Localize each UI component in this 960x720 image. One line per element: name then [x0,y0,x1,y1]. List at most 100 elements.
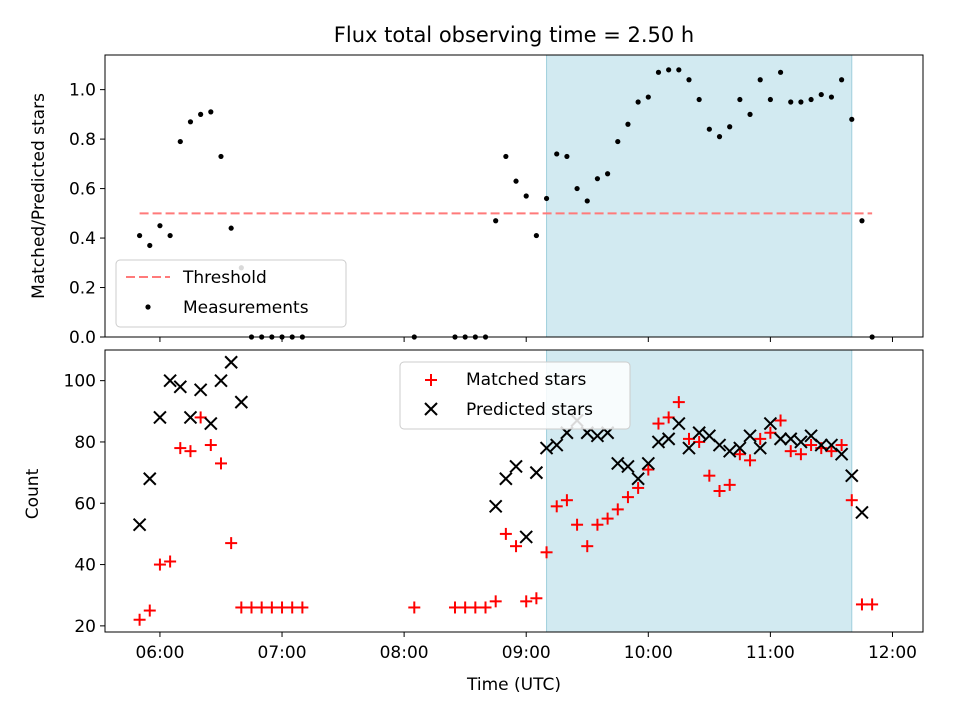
top-legend: Threshold Measurements [115,259,347,328]
bottom-y-tick-label: 40 [74,556,96,576]
measurement-point [767,96,773,103]
predicted-star-point [499,472,513,486]
matched-star-point [286,601,299,614]
x-tick-label: 12:00 [868,643,917,663]
predicted-star-point [753,441,767,455]
matched-star-point [560,494,573,507]
legend-measurements-swatch [145,304,151,310]
bottom-panel: 20 40 60 80 100 06:00 07:00 08:00 09:00 10:00 11:… [23,349,924,695]
matched-star-point [245,601,258,614]
chart-title: Flux total observing time = 2.50 h [334,23,694,47]
predicted-star-point [733,441,747,455]
predicted-star-point [214,373,228,388]
matched-star-point [469,601,482,614]
measurement-point [676,67,682,73]
predicted-star-point [234,395,249,409]
predicted-star-point [855,505,869,520]
top-y-tick-label: 0.4 [69,229,96,249]
predicted-star-point [132,518,147,532]
x-tick-label: 07:00 [258,643,307,663]
bottom-y-tick-label: 20 [74,617,96,637]
matched-star-point [744,454,757,467]
matched-star-point [194,411,207,424]
measurement-point [177,138,183,145]
matched-star-point [408,601,421,614]
matched-star-point [764,426,777,439]
measurement-point [798,99,804,105]
matched-star-point [235,601,248,614]
predicted-star-point [794,435,808,449]
matched-star-point [774,414,787,427]
bottom-y-axis-label: Count [23,468,43,519]
top-y-tick-label: 1.0 [69,81,96,101]
measurement-point [208,109,214,115]
measurement-point [615,138,621,145]
matched-star-point [672,396,685,409]
x-axis-label: Time (UTC) [466,675,561,695]
matched-star-point [642,463,655,476]
predicted-star-point [651,435,666,449]
measurement-point [696,96,702,103]
measurement-point [788,99,794,105]
matched-star-point [632,481,645,494]
legend-predicted-label: Predicted stars [466,400,593,420]
predicted-star-point [641,456,656,471]
measurement-point [839,77,845,83]
measurement-point [666,67,672,73]
predicted-star-point [539,441,554,455]
predicted-star-point [611,456,625,471]
x-tick-label: 10:00 [624,643,673,663]
predicted-star-point [183,410,198,425]
measurement-point [523,193,529,199]
matched-star-point [662,411,675,424]
predicted-star-point [529,465,544,480]
measurement-point [533,232,539,239]
top-y-tick-label: 0.2 [69,279,96,299]
measurement-point [564,153,570,160]
matched-star-point [591,518,604,531]
matched-star-point [225,537,238,550]
matched-star-point [133,613,146,626]
matched-star-point [448,601,461,614]
matched-star-point [530,592,543,605]
measurement-point [757,77,763,83]
predicted-star-point [845,468,859,483]
x-tick-label: 09:00 [502,643,551,663]
matched-star-point [805,439,818,452]
predicted-star-point [204,416,218,431]
measurement-point [605,171,611,177]
matched-star-point [550,500,563,513]
measurement-point [737,96,743,103]
predicted-star-point [224,355,238,369]
predicted-star-point [661,432,676,446]
bottom-legend: Matched stars Predicted stars [399,361,631,430]
matched-star-point [784,445,797,458]
measurement-point [228,225,234,231]
measurement-point [147,242,153,249]
measurement-point [187,119,194,125]
predicted-star-point [621,459,635,474]
x-tick-label: 11:00 [746,643,795,663]
matched-star-point [581,540,594,553]
predicted-star-point [631,472,645,486]
measurement-point [503,153,509,160]
predicted-star-point [193,383,208,397]
matched-star-point [296,601,309,614]
matched-star-point [520,595,533,608]
matched-star-point [611,503,624,516]
bottom-y-tick-label: 60 [74,494,96,514]
matched-star-point [693,435,706,448]
predicted-star-point [488,499,503,514]
predicted-star-point [692,426,706,440]
predicted-star-point [163,373,177,388]
measurement-point [859,218,865,224]
legend-measurements-label: Measurements [183,298,309,318]
matched-star-point [866,598,879,611]
measurement-point [818,91,824,98]
measurement-point [645,94,651,100]
matched-star-point [510,540,523,553]
legend-threshold-label: Threshold [182,268,267,288]
top-panel: 0.0 0.2 0.4 0.6 0.8 1.0 Matched/Predicted sta… [29,54,924,348]
predicted-star-point [509,459,523,474]
